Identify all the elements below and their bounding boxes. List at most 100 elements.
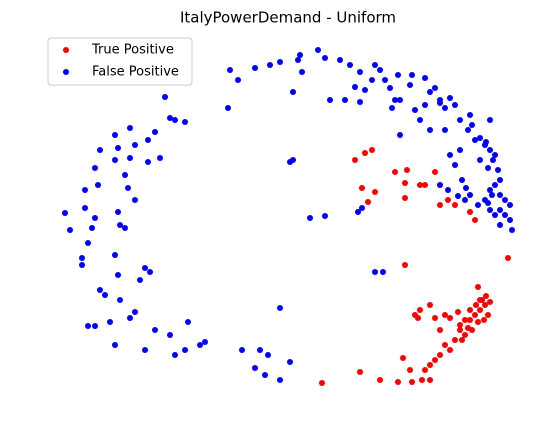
point — [395, 379, 401, 385]
point — [122, 225, 128, 231]
point — [290, 157, 296, 163]
point — [369, 147, 375, 153]
point — [257, 347, 263, 353]
point — [483, 293, 489, 299]
point — [327, 97, 333, 103]
point — [182, 347, 188, 353]
point — [477, 157, 483, 163]
point — [400, 355, 406, 361]
point — [452, 337, 458, 343]
point — [459, 177, 465, 183]
point — [402, 262, 408, 268]
point — [112, 252, 118, 258]
point — [467, 192, 473, 198]
point — [147, 269, 153, 275]
point — [409, 379, 415, 385]
point — [442, 312, 448, 318]
point — [235, 77, 241, 83]
point — [377, 377, 383, 383]
point — [125, 185, 131, 191]
point — [490, 157, 496, 163]
point — [79, 262, 85, 268]
point — [477, 307, 483, 313]
point — [79, 255, 85, 261]
point — [465, 325, 471, 331]
point — [485, 165, 491, 171]
point — [497, 177, 503, 183]
point — [202, 339, 208, 345]
point — [395, 72, 401, 78]
point — [487, 147, 493, 153]
point — [397, 97, 403, 103]
point — [89, 225, 95, 231]
point — [127, 155, 133, 161]
point — [427, 127, 433, 133]
point — [437, 327, 443, 333]
chart-title: ItalyPowerDemand - Uniform — [180, 9, 396, 27]
point — [145, 159, 151, 165]
point — [455, 193, 461, 199]
point — [377, 67, 383, 73]
point — [115, 272, 121, 278]
point — [447, 347, 453, 353]
point — [365, 199, 371, 205]
point — [172, 352, 178, 358]
point — [457, 147, 463, 153]
legend-marker — [63, 69, 69, 75]
point — [475, 319, 481, 325]
point — [479, 297, 485, 303]
point — [492, 182, 498, 188]
point — [267, 62, 273, 68]
point — [427, 377, 433, 383]
point — [437, 182, 443, 188]
point — [482, 302, 488, 308]
point — [152, 129, 158, 135]
point — [97, 147, 103, 153]
point — [397, 132, 403, 138]
point — [502, 197, 508, 203]
point — [167, 115, 173, 121]
point — [463, 185, 469, 191]
point — [447, 95, 453, 101]
point — [467, 317, 473, 323]
point — [475, 284, 481, 290]
point — [427, 362, 433, 368]
point — [380, 269, 386, 275]
point — [437, 352, 443, 358]
point — [167, 332, 173, 338]
point — [132, 142, 138, 148]
point — [342, 97, 348, 103]
point — [409, 72, 415, 78]
point — [467, 307, 473, 313]
point — [115, 209, 121, 215]
point — [347, 62, 353, 68]
point — [475, 202, 481, 208]
point — [507, 217, 513, 223]
point — [495, 167, 501, 173]
point — [404, 167, 410, 173]
point — [117, 297, 123, 303]
point — [455, 309, 461, 315]
point — [182, 119, 188, 125]
point — [472, 217, 478, 223]
point — [452, 162, 458, 168]
point — [322, 213, 328, 219]
point — [127, 125, 133, 131]
point — [225, 105, 231, 111]
point — [95, 182, 101, 188]
point — [372, 62, 378, 68]
point — [357, 369, 363, 375]
point — [67, 227, 73, 233]
point — [432, 169, 438, 175]
point — [359, 185, 365, 191]
point — [487, 207, 493, 213]
point — [497, 192, 503, 198]
point — [172, 117, 178, 123]
point — [372, 269, 378, 275]
point — [467, 209, 473, 215]
point — [472, 312, 478, 318]
point — [412, 107, 418, 113]
point — [122, 172, 128, 178]
point — [145, 137, 151, 143]
point — [417, 307, 423, 313]
